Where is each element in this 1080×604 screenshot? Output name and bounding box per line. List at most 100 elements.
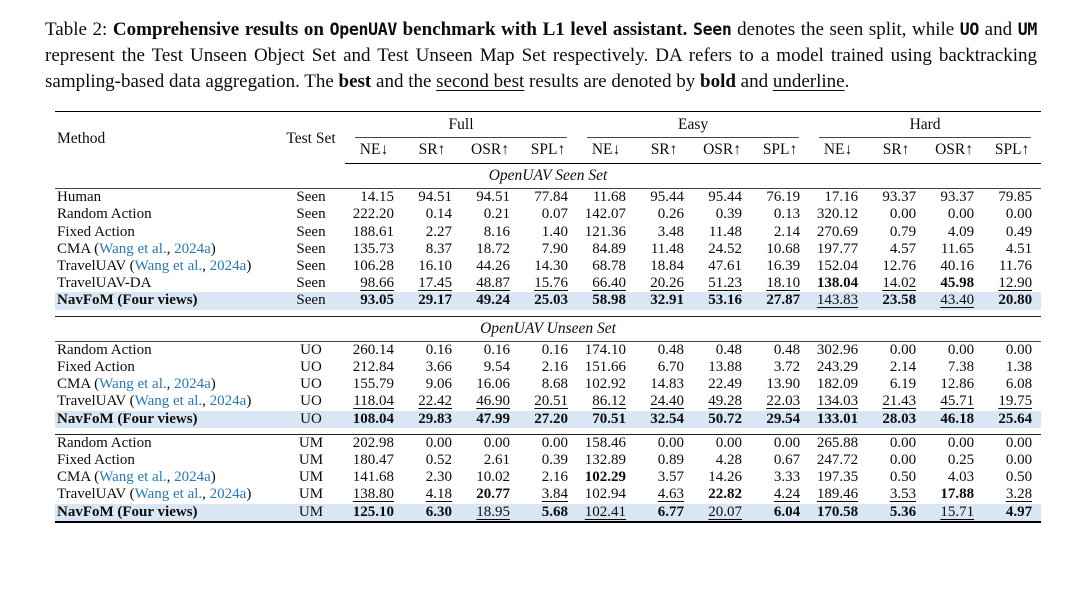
metric-value: 48.87 — [476, 275, 510, 292]
metric-value: 24.52 — [708, 240, 743, 257]
test-set-value: UM — [298, 434, 324, 451]
metric-header-ne: NE↓ — [577, 139, 636, 164]
metric-value: 22.82 — [708, 486, 743, 503]
citation-year-link[interactable]: 2024a — [174, 469, 211, 486]
method-name: NavFoM (Four views) — [55, 503, 277, 522]
metric-value: 25.03 — [519, 292, 578, 310]
caption-segment: OpenUAV — [329, 20, 398, 39]
metric-value: 0.00 — [483, 434, 510, 451]
metric-value: 20.07 — [693, 503, 752, 522]
citation-author-link[interactable]: Wang et al. — [134, 393, 203, 410]
metric-value: 0.14 — [425, 206, 452, 223]
metric-value: 14.15 — [360, 189, 394, 206]
metric-value: 16.10 — [418, 258, 452, 275]
metric-value: 47.61 — [708, 258, 743, 275]
method-name: NavFoM (Four views) — [55, 410, 277, 428]
metric-value: 6.30 — [403, 503, 461, 522]
metric-value: 0.52 — [425, 452, 452, 469]
citation-author-link[interactable]: Wang et al. — [99, 376, 167, 393]
metric-value: 93.05 — [345, 292, 403, 310]
metric-value: 0.00 — [1005, 434, 1033, 451]
metric-value: 25.64 — [983, 410, 1042, 428]
metric-value: 43.40 — [925, 292, 984, 310]
metric-value: 94.51 — [476, 189, 510, 206]
metric-value: 0.79 — [889, 223, 917, 240]
section-label: OpenUAV Unseen Set — [55, 316, 1042, 342]
method-name: CMA (Wang et al., 2024a) — [57, 376, 216, 393]
metric-value: 47.99 — [461, 410, 519, 428]
table-row: Fixed Action UO 212.84 3.66 9.54 2.16 151.66 6.… — [55, 359, 1041, 376]
caption-segment: bold — [700, 71, 736, 92]
metric-value: 8.68 — [541, 376, 569, 393]
caption-text: Comprehensive results on OpenUAV benchma… — [45, 19, 1037, 92]
metric-value: 20.51 — [534, 393, 569, 410]
metric-value: 44.26 — [476, 258, 510, 275]
table-row: Fixed Action Seen 188.61 2.27 8.16 1.40 121.36… — [55, 224, 1041, 241]
metric-value: 202.98 — [352, 434, 394, 451]
citation-author-link[interactable]: Wang et al. — [99, 469, 167, 486]
caption-segment: UO — [959, 20, 980, 39]
table-caption: Table 2: Comprehensive results on OpenUA… — [45, 17, 1037, 95]
metric-value: 4.03 — [947, 469, 975, 486]
metric-value: 29.54 — [751, 410, 810, 428]
metric-value: 6.70 — [657, 359, 685, 376]
table-header: Method Test Set Full Easy Hard NE↓ SR↑ O… — [55, 112, 1042, 164]
metric-value: 4.09 — [947, 223, 975, 240]
test-set-value: Seen — [296, 275, 326, 292]
metric-value: 50.72 — [693, 410, 752, 428]
metric-value: 20.80 — [983, 292, 1042, 310]
metric-value: 46.90 — [476, 393, 510, 410]
metric-value: 212.84 — [352, 359, 394, 376]
metric-value: 9.06 — [425, 376, 452, 393]
test-set-value: UM — [298, 452, 324, 469]
metric-value: 158.46 — [584, 434, 627, 451]
caption-segment: Comprehensive results on — [112, 19, 330, 40]
metric-value: 0.49 — [1005, 223, 1033, 240]
table-row: NavFoM (Four views) UM 125.10 6.30 18.95 5.68… — [55, 503, 1042, 522]
citation-author-link[interactable]: Wang et al. — [134, 258, 203, 275]
test-set-value: Seen — [296, 189, 326, 206]
metric-value: 68.78 — [592, 258, 627, 275]
metric-value: 3.84 — [541, 486, 569, 503]
caption-segment: Seen — [692, 20, 732, 39]
midrule — [55, 427, 1042, 435]
metric-value: 0.00 — [657, 434, 685, 451]
table-row: Random Action Seen 222.20 0.14 0.21 0.07 142.0… — [55, 206, 1041, 223]
metric-value: 2.16 — [541, 469, 569, 486]
citation-year-link[interactable]: 2024a — [209, 393, 247, 410]
metric-value: 243.29 — [816, 359, 859, 376]
citation-year-link[interactable]: 2024a — [209, 258, 247, 275]
metric-value: 95.44 — [650, 189, 685, 206]
results-table: Method Test Set Full Easy Hard NE↓ SR↑ O… — [55, 111, 1042, 523]
caption-segment: . — [844, 71, 850, 92]
citation-year-link[interactable]: 2024a — [209, 486, 247, 503]
citation-author-link[interactable]: Wang et al. — [99, 240, 167, 257]
metric-value: 102.92 — [584, 376, 627, 393]
results-table-body: OpenUAV Seen Set Human Seen 14.15 94.51 94.51… — [55, 163, 1042, 522]
test-set-value: Seen — [296, 240, 326, 257]
citation-year-link[interactable]: 2024a — [174, 240, 211, 257]
method-name: Fixed Action — [57, 452, 135, 469]
metric-value: 27.87 — [751, 292, 810, 310]
metric-value: 1.40 — [541, 223, 569, 240]
metric-value: 24.40 — [650, 393, 685, 410]
table-row: NavFoM (Four views) Seen 93.05 29.17 49.24 25… — [55, 292, 1042, 310]
group-label-hard: Hard — [819, 115, 1032, 138]
table-row: TravelUAV (Wang et al., 2024a) UO 118.04 22… — [55, 393, 1041, 410]
metric-value: 5.68 — [519, 503, 578, 522]
metric-value: 11.68 — [592, 189, 627, 206]
citation-author-link[interactable]: Wang et al. — [134, 486, 203, 503]
metric-value: 13.90 — [766, 376, 801, 393]
metric-value: 320.12 — [816, 206, 859, 223]
metric-value: 4.97 — [983, 503, 1042, 522]
test-set-value: UO — [300, 341, 322, 358]
metric-value: 20.26 — [650, 275, 685, 292]
metric-value: 10.68 — [766, 240, 801, 257]
caption-segment: and — [979, 19, 1018, 40]
test-set-value: UO — [300, 376, 322, 393]
metric-value: 18.84 — [650, 258, 685, 275]
metric-value: 155.79 — [352, 376, 394, 393]
metric-value: 12.86 — [940, 376, 975, 393]
citation-year-link[interactable]: 2024a — [174, 376, 211, 393]
method-name: TravelUAV-DA — [57, 275, 152, 292]
